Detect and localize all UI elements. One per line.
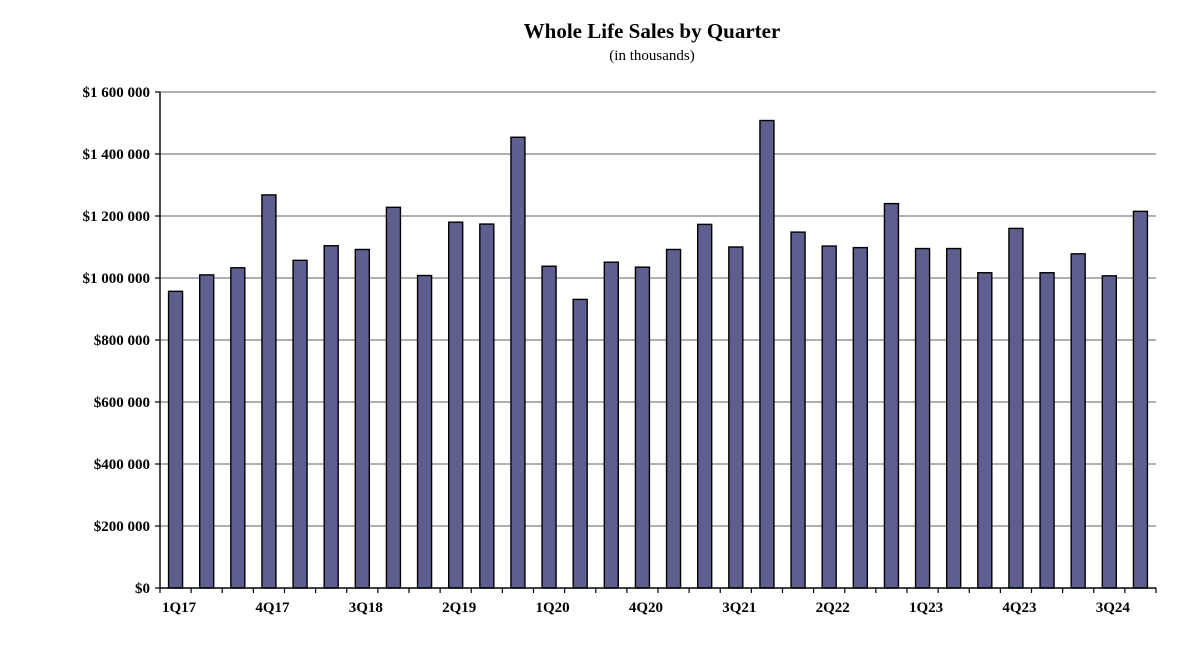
bar-1Q23 [914,247,931,589]
x-tick-label: 4Q20 [629,600,663,616]
x-tick-label: 3Q18 [349,600,383,616]
bar-3Q21 [728,246,744,589]
x-tick-label: 1Q23 [909,600,943,616]
bars [167,119,1149,589]
y-tick-label: $1 200 000 [83,209,151,225]
bar-4Q18 [385,206,402,589]
x-tick-label: 3Q24 [1096,600,1131,616]
gridlines [160,91,1156,527]
bar-3Q23 [977,272,993,589]
bar-1Q19 [416,274,433,589]
y-tick-label: $600 000 [94,395,150,411]
bar-3Q22 [852,246,869,589]
bar-4Q23 [1008,227,1024,589]
chart-title: Whole Life Sales by Quarter [524,19,781,43]
bar-1Q24 [1039,272,1055,589]
x-tick-label: 1Q20 [536,600,570,616]
bar-4Q24 [1132,210,1149,589]
bar-4Q21 [759,119,775,589]
y-axis-ticks: $0 $200 000 $400 000 $600 000 $800 000 $1 000… [83,85,160,597]
bar-3Q18 [354,248,371,589]
bar-2Q23 [945,247,962,589]
bar-1Q21 [665,248,682,589]
x-tick-label: 3Q21 [722,600,756,616]
y-tick-label: $1 000 000 [83,271,151,287]
y-tick-label: $400 000 [94,457,150,473]
bar-2Q18 [323,245,339,589]
bar-2Q19 [447,221,464,589]
bar-3Q19 [479,223,495,589]
bar-2Q24 [1070,253,1086,589]
y-tick-label: $200 000 [94,519,150,535]
bar-4Q19 [510,136,526,589]
bar-2Q20 [572,298,588,589]
x-tick-label: 2Q22 [816,600,850,616]
x-tick-label: 4Q23 [1002,600,1036,616]
bar-3Q24 [1101,275,1118,589]
bar-2Q22 [821,245,837,589]
bar-2Q21 [696,223,713,589]
bar-3Q20 [603,261,620,589]
bar-1Q22 [790,231,806,589]
y-tick-label: $1 400 000 [83,147,151,163]
y-tick-label: $800 000 [94,333,150,349]
bar-4Q22 [883,202,900,589]
bar-1Q20 [541,265,557,589]
bar-3Q17 [230,267,246,589]
bar-1Q17 [167,290,184,589]
bar-4Q20 [634,266,651,589]
x-axis-ticks: 1Q17 4Q17 3Q18 2Q19 1Q20 4Q20 3Q21 2Q22 1Q23 4Q23… [159,588,1157,616]
y-tick-label: $1 600 000 [83,85,151,101]
x-tick-label: 1Q17 [162,600,197,616]
bar-2Q17 [198,274,215,589]
x-tick-label: 4Q17 [255,600,290,616]
y-tick-label: $0 [135,581,150,597]
chart-subtitle: (in thousands) [609,48,694,64]
bar-4Q17 [261,194,277,589]
x-tick-label: 2Q19 [442,600,476,616]
bar-1Q18 [292,259,308,589]
